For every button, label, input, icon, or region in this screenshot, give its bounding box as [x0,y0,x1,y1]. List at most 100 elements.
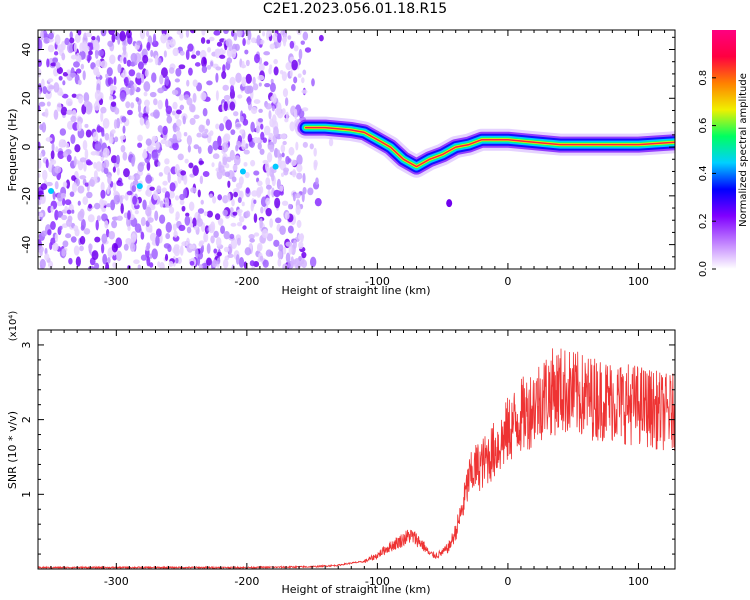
noise-speckle [253,232,260,237]
noise-speckle [285,155,290,165]
noise-speckle [93,202,101,210]
noise-speckle [59,91,64,97]
noise-speckle [241,76,247,87]
noise-speckle [185,212,190,217]
noise-speckle [309,143,314,150]
noise-speckle [328,138,334,147]
noise-speckle [174,78,181,83]
noise-speckle [301,251,307,259]
noise-speckle [124,76,129,87]
noise-speckle [236,30,243,38]
noise-speckle [122,125,126,134]
noise-speckle [79,235,86,245]
noise-speckle [244,247,252,256]
noise-speckle [131,185,137,193]
noise-speckle [193,144,200,150]
noise-speckle [50,205,54,213]
noise-speckle [271,105,275,112]
noise-speckle [311,78,315,87]
noise-speckle [266,30,272,37]
noise-speckle [116,250,122,262]
noise-speckle [229,76,236,86]
noise-speckle [149,232,157,242]
noise-speckle [263,125,271,136]
noise-speckle [105,73,109,79]
noise-speckle [157,161,161,167]
noise-speckle [148,228,153,233]
noise-speckle [265,177,271,187]
noise-speckle [207,46,211,53]
noise-speckle [69,37,75,44]
noise-speckle [42,169,48,181]
noise-speckle [54,180,59,190]
noise-speckle [87,266,95,269]
noise-speckle [257,244,262,252]
noise-speckle [275,217,282,224]
noise-speckle [223,246,230,253]
noise-speckle [243,161,248,167]
noise-speckle [179,50,185,56]
noise-speckle [268,132,274,141]
noise-speckle [277,250,283,260]
noise-speckle [302,69,307,76]
noise-speckle [130,242,136,253]
noise-speckle [239,129,245,135]
x-tick-label: -300 [104,275,129,288]
noise-speckle [245,73,252,84]
noise-speckle [199,175,204,185]
noise-speckle [112,166,116,173]
noise-speckle [61,214,68,221]
noise-speckle [176,118,182,127]
noise-speckle [94,141,102,152]
noise-speckle [235,123,242,128]
noise-speckle [110,199,116,211]
noise-speckle [151,151,159,161]
noise-speckle [242,38,246,47]
noise-speckle [139,116,145,126]
noise-speckle [230,238,238,250]
noise-speckle [214,213,221,220]
noise-speckle [197,189,201,198]
noise-speckle [216,41,223,47]
noise-speckle [293,76,298,84]
noise-speckle [100,111,104,122]
noise-speckle [285,252,291,263]
noise-speckle [265,249,273,257]
noise-speckle [39,258,46,269]
noise-speckle [292,169,297,178]
noise-speckle [67,215,73,222]
noise-speckle [73,61,80,68]
noise-speckle [238,257,245,268]
noise-speckle [39,194,45,205]
noise-speckle [125,30,132,39]
noise-speckle [249,260,255,267]
noise-speckle [69,191,75,197]
noise-speckle [94,89,102,101]
noise-speckle [76,121,82,132]
noise-speckle [242,225,247,230]
noise-speckle [69,31,73,39]
noise-hotspot [239,168,246,175]
noise-speckle [65,179,71,189]
noise-speckle [136,40,142,46]
noise-speckle [130,102,135,109]
noise-speckle [119,135,126,140]
noise-speckle [218,219,224,226]
noise-speckle [280,144,286,153]
noise-speckle [69,72,77,78]
noise-speckle [38,101,46,107]
noise-speckle [168,67,175,74]
noise-speckle [254,53,260,64]
noise-speckle [314,198,322,207]
noise-speckle [258,82,262,87]
noise-speckle [66,109,73,115]
x-tick-label: -200 [234,575,259,588]
noise-speckle [41,78,45,89]
noise-speckle [269,43,276,50]
noise-speckle [273,58,278,65]
noise-speckle [190,104,196,113]
noise-speckle [290,256,294,268]
noise-speckle [265,197,271,206]
noise-speckle [132,195,138,205]
noise-speckle [136,78,142,86]
